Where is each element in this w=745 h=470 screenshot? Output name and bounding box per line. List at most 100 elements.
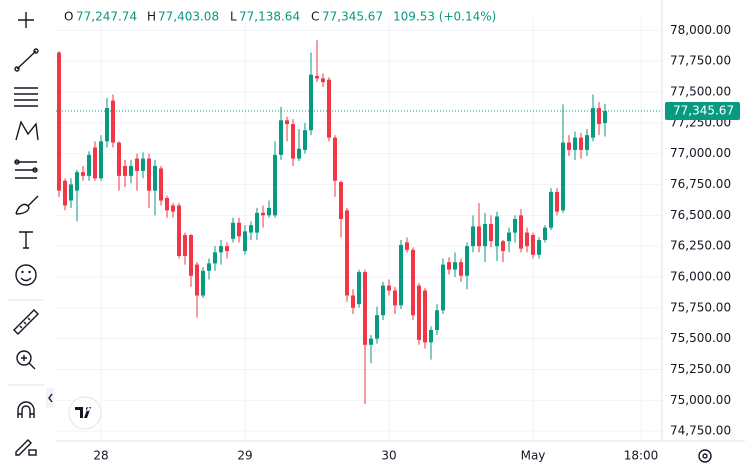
collapse-arrow[interactable] [46, 388, 54, 408]
candle-body [339, 182, 343, 220]
ohlc-high-label: H [147, 10, 156, 24]
candle-body [507, 232, 511, 242]
candle-body [411, 249, 415, 316]
candle-body [603, 111, 607, 124]
candle-body [381, 285, 385, 316]
candle-body [261, 212, 265, 216]
candle-body [441, 264, 445, 311]
candle-body [405, 242, 409, 250]
candle-body [513, 219, 517, 233]
candle-body [597, 108, 601, 125]
brush-tool[interactable] [15, 195, 39, 215]
candle-body [477, 226, 481, 247]
magnet-tool[interactable] [17, 401, 35, 418]
candle-body [321, 78, 325, 83]
candle-body [387, 285, 391, 291]
candle-body [237, 222, 241, 237]
candle-body [195, 264, 199, 296]
candle-body [303, 130, 307, 150]
candle-body [87, 154, 91, 176]
toolbar [8, 12, 54, 456]
trend-line-tool[interactable] [14, 48, 39, 72]
candle-body [57, 52, 61, 191]
candle-body [147, 158, 151, 191]
ohlc-low-label: L [230, 10, 237, 24]
x-tick-label: May [521, 449, 546, 463]
candle-body [429, 330, 433, 343]
candle-body [207, 263, 211, 271]
x-tick-label: 28 [93, 449, 108, 463]
candle-body [243, 231, 247, 252]
candle-body [309, 74, 313, 131]
candle-body [423, 290, 427, 343]
pattern-tool[interactable] [15, 120, 39, 141]
candle-body [537, 239, 541, 255]
settings-icon[interactable] [698, 449, 712, 463]
y-tick-label: 78,000.00 [670, 23, 731, 37]
ohlc-open: 77,247.74 [76, 10, 137, 24]
candle-body [399, 244, 403, 306]
candle-body [471, 226, 475, 247]
candle-body [417, 285, 421, 340]
ohlc-high: 77,403.08 [158, 10, 219, 24]
candle-body [117, 142, 121, 176]
candle-body [99, 141, 103, 179]
candle-body [129, 165, 133, 176]
y-tick-label: 76,750.00 [670, 177, 731, 191]
candle-body [75, 172, 79, 191]
candle-body [189, 235, 193, 276]
y-tick-label: 75,000.00 [670, 393, 731, 407]
candle-body [159, 168, 163, 201]
candles [56, 40, 662, 405]
candle-body [435, 310, 439, 331]
candle-body [567, 142, 571, 150]
candle-body [273, 154, 277, 216]
candle-body [393, 290, 397, 306]
tradingview-logo[interactable] [68, 396, 102, 430]
crosshair-tool[interactable] [18, 12, 34, 28]
candle-body [135, 158, 139, 171]
candle-body [363, 272, 367, 345]
candle-body [357, 272, 361, 305]
prediction-tool[interactable] [14, 159, 38, 179]
candle-body [201, 270, 205, 296]
candle-body [327, 79, 331, 138]
ohlc-low: 77,138.64 [239, 10, 300, 24]
candle-body [453, 262, 457, 270]
candle-body [585, 135, 589, 150]
emoji-tool[interactable] [15, 264, 37, 286]
candle-body [501, 241, 505, 252]
text-tool[interactable] [19, 231, 33, 249]
candle-body [465, 246, 469, 276]
candle-body [315, 75, 319, 79]
candle-body [447, 262, 451, 270]
candle-body [285, 120, 289, 125]
ohlc-open-label: O [64, 10, 73, 24]
plot-area [56, 18, 662, 441]
candle-body [369, 338, 373, 345]
ohlc-close-label: C [311, 10, 319, 24]
last-price-label: 77,345.67 [673, 104, 734, 118]
axis-labels: 74,750.00 75,000.00 75,250.00 75,500.00 75,7… [93, 23, 740, 463]
x-tick-label: 18:00 [624, 449, 659, 463]
candle-body [105, 108, 109, 142]
y-tick-label: 77,000.00 [670, 146, 731, 160]
ruler-tool[interactable] [13, 309, 39, 335]
candle-body [459, 262, 463, 276]
x-tick-label: 29 [237, 449, 252, 463]
candle-body [165, 198, 169, 211]
y-tick-label: 77,500.00 [670, 84, 731, 98]
candle-body [219, 246, 223, 253]
ohlc-change: 109.53 (+0.14%) [393, 10, 496, 24]
y-tick-label: 76,000.00 [670, 269, 731, 283]
fib-tool[interactable] [14, 87, 38, 107]
zoom-tool[interactable] [16, 350, 36, 370]
candle-body [267, 207, 271, 216]
y-tick-label: 75,500.00 [670, 331, 731, 345]
candle-body [375, 315, 379, 339]
candle-body [183, 235, 187, 257]
lock-drawing-tool[interactable] [15, 439, 37, 456]
candle-body [345, 210, 349, 296]
candle-body [531, 235, 535, 255]
candle-body [351, 295, 355, 308]
